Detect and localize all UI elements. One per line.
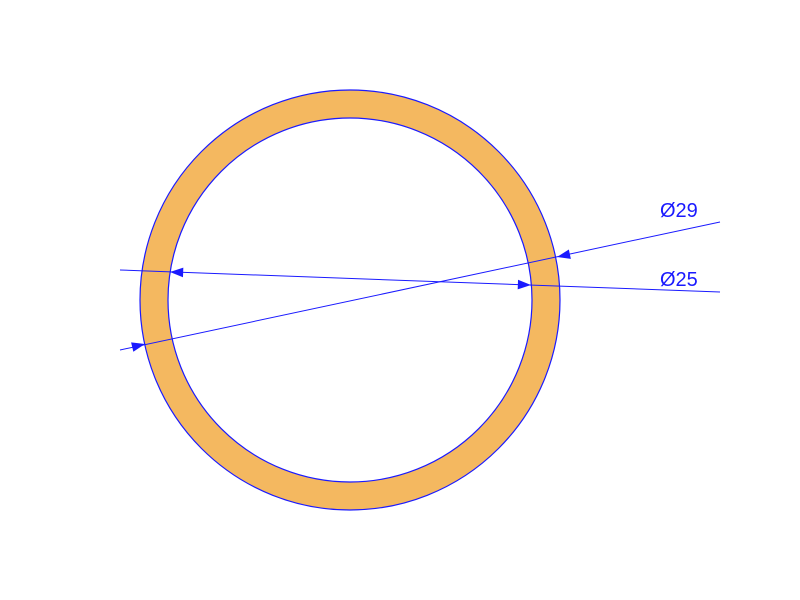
dimension-outer: Ø29	[120, 200, 720, 352]
inner-diameter-label: Ø25	[660, 269, 698, 291]
outer-diameter-label: Ø29	[660, 200, 698, 222]
dimension-inner: Ø25	[120, 268, 720, 292]
ring-shape	[140, 90, 560, 510]
technical-drawing: Ø29 Ø25	[0, 0, 800, 600]
